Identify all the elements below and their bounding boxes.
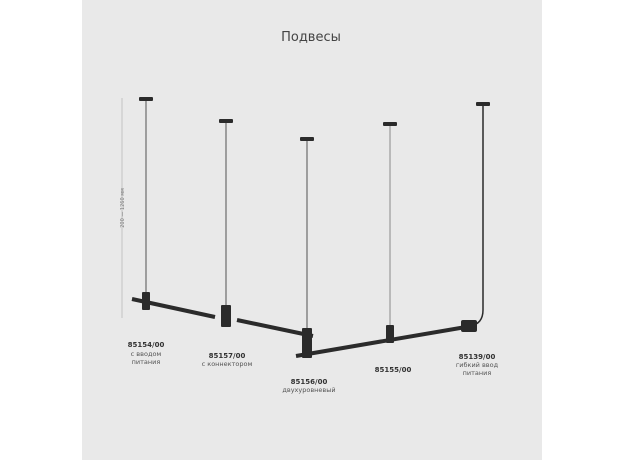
product-desc: с вводом xyxy=(131,350,162,358)
dimension-label: 200 — 1260 мм xyxy=(120,188,126,228)
product-code: 85157/00 xyxy=(209,352,246,360)
product-desc: питания xyxy=(463,369,492,377)
product-labels: 85154/00 с вводом питания 85157/00 с кон… xyxy=(128,341,499,394)
label-85155: 85155/00 xyxy=(375,366,412,374)
product-code: 85139/00 xyxy=(459,353,496,361)
label-85154: 85154/00 с вводом питания xyxy=(128,341,165,366)
product-desc: гибкий ввод xyxy=(456,361,499,369)
product-code: 85156/00 xyxy=(291,378,328,386)
ceiling-canopies xyxy=(139,97,490,141)
product-desc: с коннектором xyxy=(202,360,253,368)
label-85139: 85139/00 гибкий ввод питания xyxy=(456,353,499,377)
track-bars xyxy=(131,297,467,358)
dimension-line: 200 — 1260 мм xyxy=(120,98,126,318)
product-code: 85155/00 xyxy=(375,366,412,374)
background-panel xyxy=(82,0,542,460)
label-85157: 85157/00 с коннектором xyxy=(202,352,253,368)
page-title: Подвесы xyxy=(281,30,341,45)
product-desc: двухуровневый xyxy=(282,386,335,394)
label-85156: 85156/00 двухуровневый xyxy=(282,378,335,394)
flexible-power-cable xyxy=(469,105,484,327)
product-desc: питания xyxy=(132,358,161,366)
suspension-wires xyxy=(145,100,391,330)
connectors xyxy=(142,292,477,358)
product-code: 85154/00 xyxy=(128,341,165,349)
